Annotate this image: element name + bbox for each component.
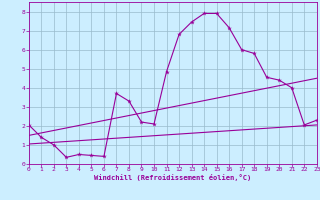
X-axis label: Windchill (Refroidissement éolien,°C): Windchill (Refroidissement éolien,°C) — [94, 174, 252, 181]
